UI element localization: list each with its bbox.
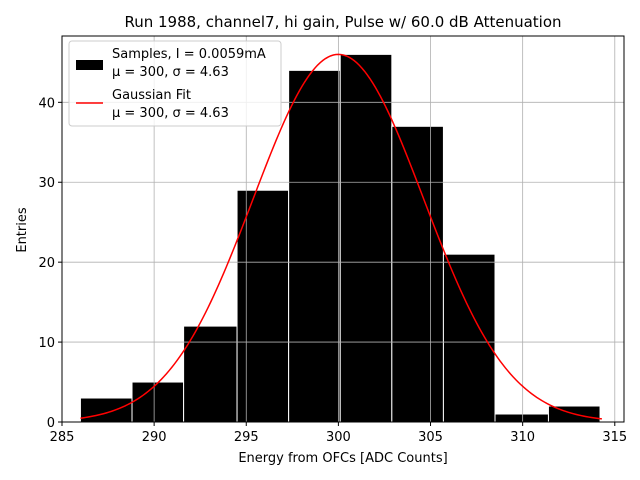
x-tick-label-305: 305 [418, 430, 443, 445]
legend-fit-stats: μ = 300, σ = 4.63 [112, 106, 229, 121]
legend-samples-label: Samples, I = 0.0059mA [112, 47, 266, 62]
legend-frame [68, 40, 282, 127]
histogram-bar-4 [236, 189, 290, 423]
histogram-bar-1 [79, 397, 133, 423]
y-tick-label-0: 0 [47, 416, 55, 431]
y-tick-label-30: 30 [38, 176, 55, 191]
x-tick-label-310: 310 [510, 430, 535, 445]
legend: Samples, I = 0.0059mA μ = 300, σ = 4.63 … [68, 40, 282, 127]
histogram-bar-3 [183, 325, 238, 423]
y-tick-label-20: 20 [38, 256, 55, 271]
legend-fit-label: Gaussian Fit [112, 88, 191, 103]
histogram-bar-8 [442, 253, 496, 423]
x-axis-title: Energy from OFCs [ADC Counts] [238, 451, 447, 466]
x-tick-label-290: 290 [142, 430, 167, 445]
legend-samples-stats: μ = 300, σ = 4.63 [112, 65, 229, 80]
gaussian-fit-curve [80, 53, 602, 420]
plot-area: 285 290 295 300 305 310 315 0 10 20 30 40 [38, 35, 627, 445]
x-tick-label-285: 285 [50, 430, 75, 445]
axes-frame [61, 35, 625, 423]
x-tick-label-300: 300 [326, 430, 351, 445]
y-axis-title: Entries [15, 207, 30, 253]
y-tick-label-10: 10 [38, 336, 55, 351]
histogram-bar-7 [391, 125, 444, 423]
chart-title: Run 1988, channel7, hi gain, Pulse w/ 60… [124, 13, 561, 31]
histogram-bar-2 [131, 381, 185, 423]
x-tick-label-315: 315 [602, 430, 627, 445]
legend-samples-swatch [76, 60, 103, 70]
histogram-bar-9 [494, 413, 549, 423]
histogram-bar-5 [288, 69, 341, 423]
x-tick-label-295: 295 [234, 430, 259, 445]
y-tick-label-40: 40 [38, 96, 55, 111]
histogram-bar-6 [339, 53, 393, 423]
